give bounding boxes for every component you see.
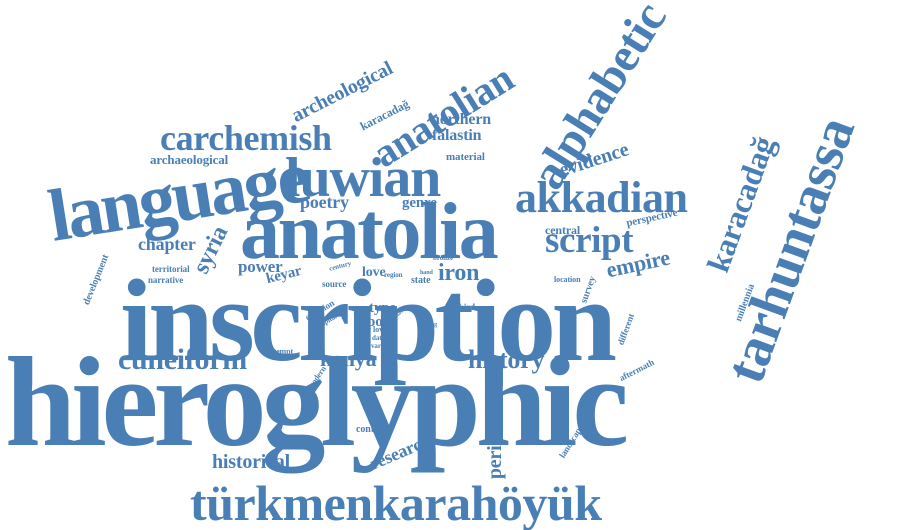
word-history: history (468, 345, 545, 374)
word-luwian: luwian (285, 147, 441, 209)
word-turkmenkarahoyuk: türkmenkarahöyük (190, 475, 602, 530)
word-narrative: narrative (148, 275, 184, 285)
word-third: third (456, 302, 476, 312)
word-context: context (356, 424, 387, 435)
word-inscription: inscription (120, 255, 617, 386)
word-konya: konya (320, 346, 377, 371)
word-development: development (81, 253, 112, 307)
word-chapter: chapter (138, 234, 196, 254)
word-post: post (367, 314, 394, 330)
word-northern: northern (431, 111, 492, 128)
word-state: state (411, 275, 431, 286)
word-hieroglyphic: hieroglyphic (5, 331, 629, 473)
word-territorial: territorial (152, 264, 190, 274)
word-various: various (371, 342, 393, 350)
word-falastin: falastin (432, 127, 482, 144)
word-lover: lover (373, 325, 390, 334)
word-bronze: bronze (433, 254, 454, 262)
word-hand: hand (420, 270, 433, 276)
word-central: central (545, 223, 581, 237)
word-carchemish: carchemish (160, 118, 332, 158)
word-power: power (238, 257, 283, 276)
word-king: king (426, 322, 438, 328)
word-anatolia: anatolia (240, 188, 499, 276)
word-love: love (362, 265, 386, 280)
word-material: material (446, 151, 485, 163)
word-historical: historical (212, 451, 290, 473)
word-genre: genre (402, 195, 437, 211)
word-script: script (545, 220, 634, 261)
word-period: period (484, 424, 507, 480)
word-akkadian: akkadian (515, 173, 688, 222)
word-region: region (384, 271, 403, 279)
word-different: different (615, 312, 637, 347)
word-attempt: attempt (267, 347, 294, 356)
word-cuneiform: cuneiform (118, 343, 247, 376)
word-dating: dating (372, 334, 391, 342)
word-iron: iron (438, 260, 480, 286)
word-archaeological: archaeological (150, 152, 229, 167)
word-poetry: poetry (300, 192, 349, 212)
word-type: type (369, 300, 396, 316)
word-location: location (554, 275, 581, 284)
word-source: source (322, 279, 347, 289)
